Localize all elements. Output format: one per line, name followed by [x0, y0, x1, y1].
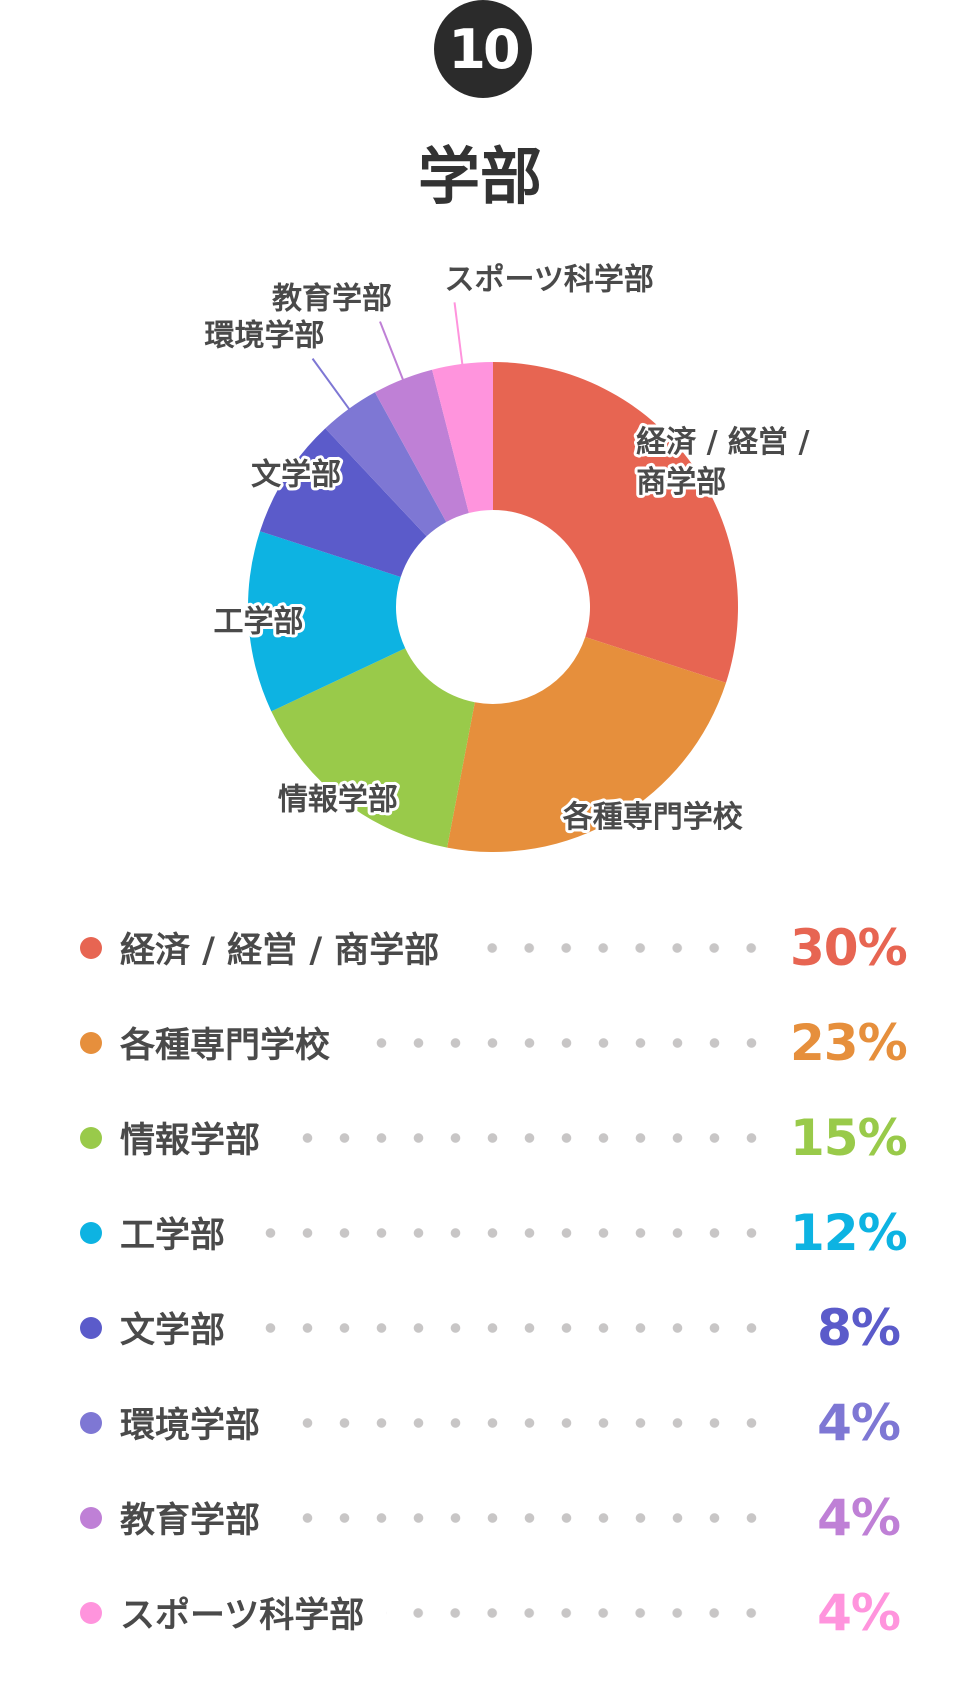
dotted-leader	[247, 1322, 770, 1333]
chart-legend: 経済 / 経営 / 商学部 30% 各種専門学校 23% 情報学部 15% 工学部 12% 文学…	[80, 900, 908, 1660]
dotted-leader	[386, 1607, 770, 1618]
legend-item: 文学部 8%	[80, 1280, 901, 1375]
slice-label-line: スポーツ科学部	[445, 262, 654, 297]
legend-value: 23%	[790, 1013, 908, 1072]
legend-swatch	[80, 1601, 102, 1624]
slice-label: 文学部	[251, 457, 341, 492]
legend-item: スポーツ科学部 4%	[80, 1565, 901, 1660]
dotted-leader	[282, 1512, 770, 1523]
legend-value: 8%	[817, 1298, 901, 1357]
pie-slice	[271, 648, 475, 848]
legend-value: 12%	[790, 1203, 908, 1262]
legend-label: 工学部	[120, 1216, 226, 1256]
slice-label-line: 商学部	[636, 464, 726, 499]
pie-slice	[248, 531, 406, 712]
dotted-leader	[352, 1037, 770, 1048]
chart-title: 学部	[417, 140, 542, 213]
legend-value: 4%	[817, 1393, 901, 1452]
legend-label: 文学部	[120, 1311, 226, 1351]
slice-label-line: 各種専門学校	[562, 799, 743, 834]
pie-slice	[432, 362, 493, 514]
pie-slice	[493, 362, 738, 683]
legend-item: 経済 / 経営 / 商学部 30%	[80, 900, 908, 995]
legend-swatch	[80, 1031, 102, 1054]
legend-swatch	[80, 1411, 102, 1434]
slice-label-line: 環境学部	[205, 318, 325, 353]
legend-label: 各種専門学校	[120, 1026, 331, 1066]
legend-value: 30%	[790, 918, 908, 977]
leader-line	[453, 302, 464, 369]
legend-label: スポーツ科学部	[120, 1596, 365, 1636]
legend-swatch	[80, 936, 102, 959]
legend-item: 工学部 12%	[80, 1185, 908, 1280]
dotted-leader	[282, 1417, 770, 1428]
dotted-leader	[247, 1227, 770, 1238]
legend-label: 情報学部	[120, 1121, 261, 1161]
pie-slice	[447, 636, 727, 852]
slice-label-line: 経済 / 経営 /	[636, 424, 809, 459]
legend-value: 4%	[817, 1583, 901, 1642]
leader-line	[311, 358, 353, 413]
slice-label-line: 文学部	[251, 457, 341, 492]
pie-slice	[374, 369, 469, 522]
legend-value: 15%	[790, 1108, 908, 1167]
legend-item: 教育学部 4%	[80, 1470, 901, 1565]
slice-label-line: 工学部	[213, 604, 303, 639]
dotted-leader	[461, 942, 770, 953]
legend-label: 教育学部	[120, 1501, 261, 1541]
pie-slice	[259, 428, 427, 578]
legend-label: 環境学部	[120, 1406, 261, 1446]
slice-label-line: 情報学部	[278, 782, 398, 817]
legend-item: 環境学部 4%	[80, 1375, 901, 1470]
legend-swatch	[80, 1316, 102, 1339]
legend-item: 各種専門学校 23%	[80, 995, 908, 1090]
leader-line	[379, 321, 406, 384]
legend-swatch	[80, 1126, 102, 1149]
slice-label: 各種専門学校	[562, 799, 743, 834]
slice-label: 経済 / 経営 / 商学部	[636, 424, 809, 499]
slice-label: 環境学部	[205, 318, 325, 353]
slice-label: スポーツ科学部	[445, 262, 654, 297]
dotted-leader	[282, 1132, 770, 1143]
slice-label-line: 教育学部	[272, 281, 392, 316]
legend-swatch	[80, 1221, 102, 1244]
legend-swatch	[80, 1506, 102, 1529]
legend-label: 経済 / 経営 / 商学部	[120, 931, 440, 971]
slice-label: 工学部	[213, 604, 303, 639]
rank-badge: 10	[434, 0, 532, 98]
legend-value: 4%	[817, 1488, 901, 1547]
pie-slice	[325, 392, 447, 537]
legend-item: 情報学部 15%	[80, 1090, 908, 1185]
slice-label: 情報学部	[278, 782, 398, 817]
slice-label: 教育学部	[272, 281, 392, 316]
